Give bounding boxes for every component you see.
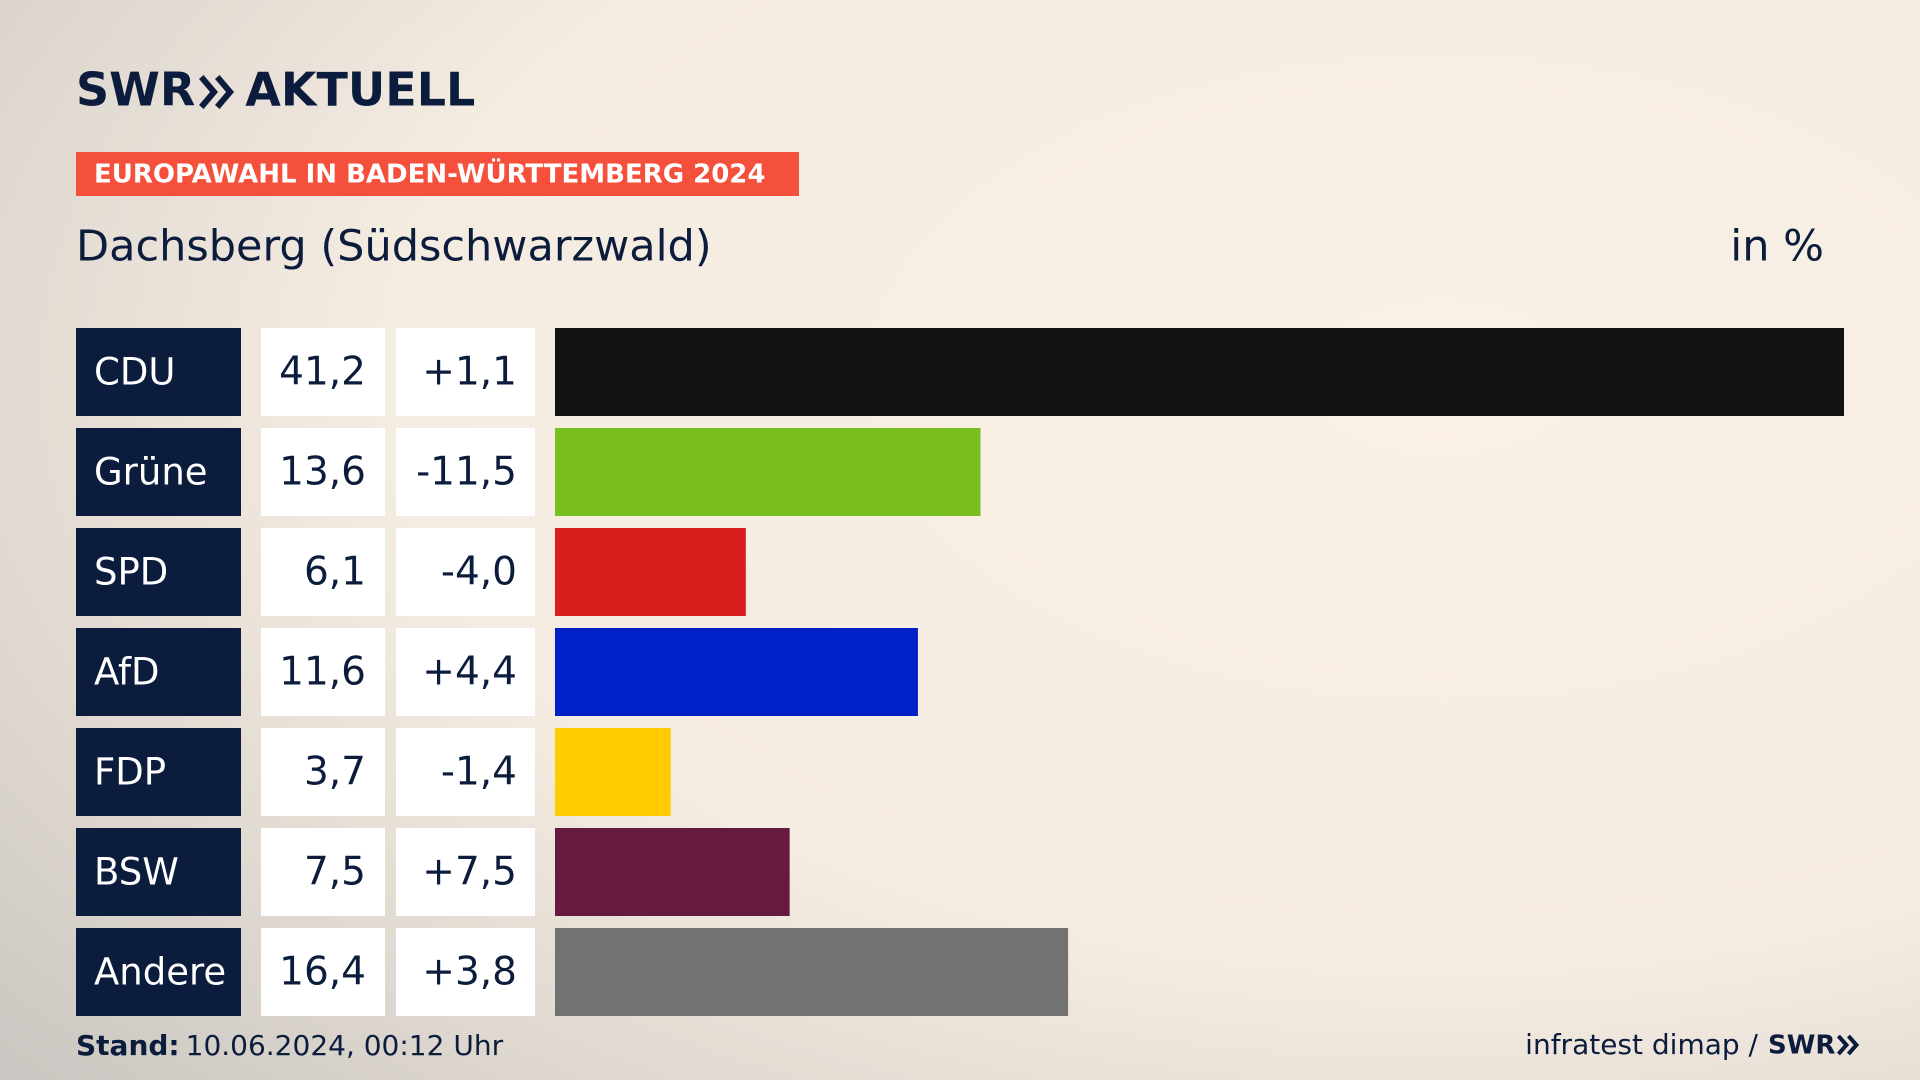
change-label: +7,5 [422,850,517,895]
change-box [396,528,535,616]
party-label: AfD [94,651,160,694]
bar [555,728,671,816]
value-label: 16,4 [279,950,366,995]
brand-suffix: AKTUELL [245,63,475,117]
change-label: +1,1 [422,350,517,395]
chevron [199,75,219,109]
party-box [76,428,241,516]
value-box [261,928,385,1016]
bar [555,428,981,516]
change-label: -11,5 [416,450,517,495]
brand-logo: SWR [76,63,195,117]
chevron [215,75,235,109]
brand-chevrons [199,75,235,109]
stand-date: 10.06.2024, 00:12 Uhr [186,1029,504,1062]
value-box [261,528,385,616]
party-label: Grüne [94,451,208,494]
change-label: -1,4 [441,750,517,795]
bar [555,828,790,916]
change-label: +4,4 [422,650,517,695]
title-banner [76,152,799,196]
value-label: 13,6 [279,450,366,495]
party-box [76,528,241,616]
value-box [261,628,385,716]
party-label: BSW [94,851,179,894]
value-label: 41,2 [279,350,366,395]
value-label: 6,1 [304,550,366,595]
bar [555,328,1844,416]
chart-title: EUROPAWAHL IN BADEN-WÜRTTEMBERG 2024 [94,157,765,190]
chevron [1846,1034,1860,1056]
party-label: Andere [94,951,226,994]
value-box [261,428,385,516]
value-box [261,828,385,916]
party-label: CDU [94,351,175,394]
value-label: 3,7 [304,750,366,795]
party-label: SPD [94,551,168,594]
change-box [396,428,535,516]
source-chevrons [1836,1034,1860,1056]
party-box [76,828,241,916]
bar [555,628,918,716]
source: infratest dimap / [1525,1028,1758,1061]
change-box [396,928,535,1016]
change-box [396,728,535,816]
chevron [1836,1034,1850,1056]
bar [555,928,1069,1016]
party-label: FDP [94,751,166,794]
rows: CDU 41,2 +1,1 Grüne 13,6 -11,5 SPD 6,1 -4,0 AfD 11… [76,328,1844,1016]
party-box [76,328,241,416]
change-box [396,828,535,916]
value-label: 11,6 [279,650,366,695]
source-brand: SWR [1768,1031,1835,1061]
party-box [76,928,241,1016]
value-box [261,328,385,416]
chart-subtitle: Dachsberg (Südschwarzwald) [76,222,712,272]
value-box [261,728,385,816]
change-box [396,628,535,716]
party-box [76,628,241,716]
stand-label: Stand: [76,1029,180,1062]
change-label: -4,0 [441,550,517,595]
party-box [76,728,241,816]
value-label: 7,5 [304,850,366,895]
unit-label: in % [1730,222,1824,272]
bar [555,528,746,616]
change-box [396,328,535,416]
change-label: +3,8 [422,950,517,995]
